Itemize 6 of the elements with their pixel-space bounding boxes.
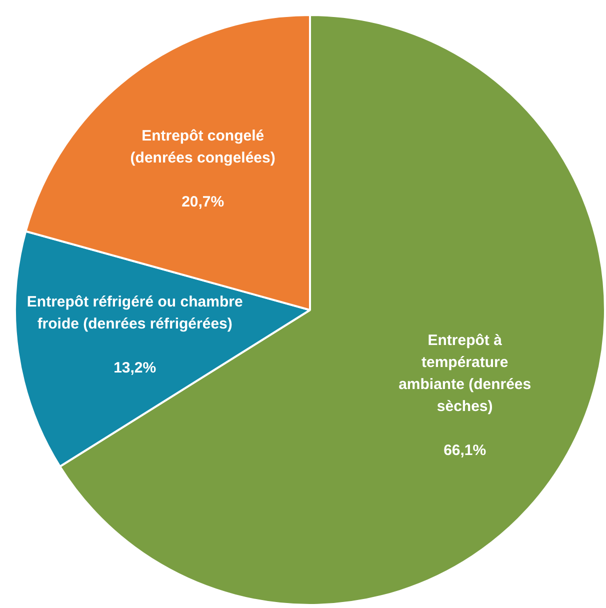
data-label: 20,7% <box>182 193 224 210</box>
slice-label: Entrepôt à température ambiante (denrées sèches) <box>398 332 532 415</box>
slice-label: Entrepôt réfrigéré ou chambre froide (denrées réfrigérées) <box>26 294 243 333</box>
slice-label: Entrepôt congelé (denrées congelées) <box>130 127 276 166</box>
data-label: 13,2% <box>114 360 156 377</box>
data-label: 66,1% <box>444 442 486 459</box>
